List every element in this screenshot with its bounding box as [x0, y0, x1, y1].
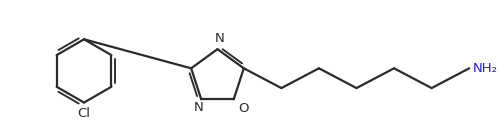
Text: Cl: Cl — [77, 107, 90, 119]
Text: N: N — [214, 32, 224, 45]
Text: O: O — [238, 102, 248, 115]
Text: NH₂: NH₂ — [472, 62, 497, 75]
Text: N: N — [193, 101, 203, 114]
